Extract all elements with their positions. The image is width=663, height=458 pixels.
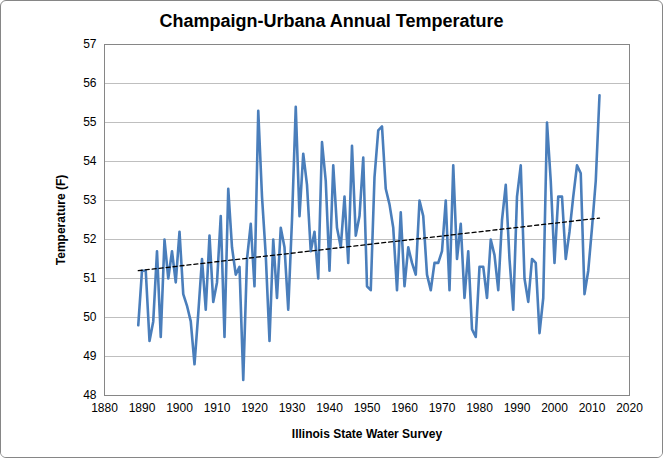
svg-text:1940: 1940 <box>316 401 343 415</box>
svg-text:51: 51 <box>83 271 97 285</box>
svg-text:1970: 1970 <box>429 401 456 415</box>
svg-text:2000: 2000 <box>541 401 568 415</box>
svg-text:1890: 1890 <box>129 401 156 415</box>
svg-text:54: 54 <box>83 154 97 168</box>
svg-text:1930: 1930 <box>279 401 306 415</box>
svg-text:49: 49 <box>83 349 97 363</box>
svg-text:55: 55 <box>83 115 97 129</box>
svg-text:1950: 1950 <box>354 401 381 415</box>
svg-text:1990: 1990 <box>504 401 531 415</box>
svg-text:2010: 2010 <box>579 401 606 415</box>
svg-text:Temperature (F): Temperature (F) <box>54 175 68 265</box>
svg-text:1980: 1980 <box>466 401 493 415</box>
svg-text:56: 56 <box>83 76 97 90</box>
svg-text:Illinois State Water Survey: Illinois State Water Survey <box>292 427 443 441</box>
svg-text:53: 53 <box>83 193 97 207</box>
svg-text:1880: 1880 <box>91 401 118 415</box>
svg-text:57: 57 <box>83 38 97 51</box>
svg-text:2020: 2020 <box>616 401 643 415</box>
svg-text:50: 50 <box>83 310 97 324</box>
svg-text:48: 48 <box>83 388 97 403</box>
svg-text:1920: 1920 <box>241 401 268 415</box>
svg-text:52: 52 <box>83 232 97 246</box>
svg-text:1900: 1900 <box>166 401 193 415</box>
svg-text:1910: 1910 <box>204 401 231 415</box>
html-text:Champaign-Urbana Annual Temper: Champaign-Urbana Annual Temperature <box>159 11 504 31</box>
svg-text:1960: 1960 <box>391 401 418 415</box>
